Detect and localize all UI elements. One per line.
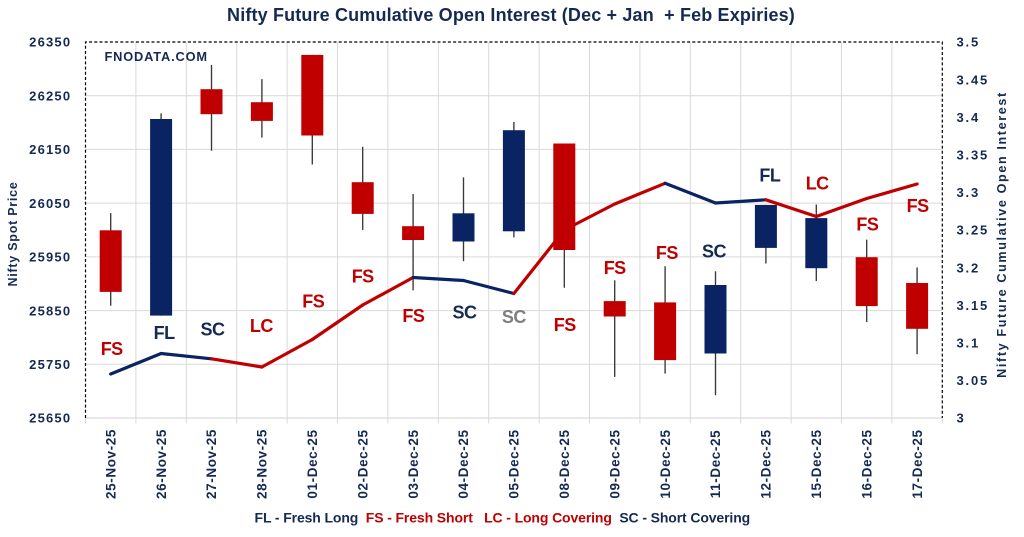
svg-text:25850: 25850 [29,303,71,318]
svg-text:02-Dec-25: 02-Dec-25 [355,429,370,498]
svg-text:SC: SC [702,242,727,262]
svg-text:SC: SC [200,320,225,340]
svg-text:FS: FS [101,339,123,359]
svg-text:10-Dec-25: 10-Dec-25 [658,429,673,498]
svg-text:FL: FL [759,166,780,186]
svg-text:3: 3 [957,411,966,426]
svg-text:FL: FL [154,323,175,343]
svg-text:3.3: 3.3 [957,185,980,200]
svg-text:09-Dec-25: 09-Dec-25 [607,429,622,498]
svg-text:08-Dec-25: 08-Dec-25 [557,429,572,498]
svg-text:27-Nov-25: 27-Nov-25 [204,429,219,499]
svg-text:FNODATA.COM: FNODATA.COM [105,49,208,64]
svg-text:3.1: 3.1 [957,336,980,351]
svg-text:FS: FS [352,267,374,287]
svg-text:25750: 25750 [29,357,71,372]
svg-text:03-Dec-25: 03-Dec-25 [406,429,421,498]
svg-text:28-Nov-25: 28-Nov-25 [255,429,270,499]
svg-text:FL - Fresh Long FS - Fresh Sh: FL - Fresh Long FS - Fresh Short LC - Lo… [255,510,751,526]
svg-text:26350: 26350 [29,35,71,50]
svg-text:12-Dec-25: 12-Dec-25 [759,429,774,498]
svg-text:3.15: 3.15 [957,298,990,313]
svg-text:26150: 26150 [29,142,71,157]
svg-text:FS: FS [856,215,878,235]
svg-text:04-Dec-25: 04-Dec-25 [456,429,471,498]
svg-text:3.05: 3.05 [957,373,990,388]
svg-text:25950: 25950 [29,250,71,265]
svg-text:SC: SC [502,307,527,327]
svg-text:3.45: 3.45 [957,72,990,87]
svg-text:Nifty Future Cumulative Open I: Nifty Future Cumulative Open Interest [995,91,1009,378]
svg-text:FS: FS [907,196,929,216]
svg-text:FS: FS [402,306,424,326]
svg-text:11-Dec-25: 11-Dec-25 [708,430,723,498]
svg-text:LC: LC [806,174,829,194]
svg-text:25650: 25650 [29,411,71,426]
svg-text:26050: 26050 [29,196,71,211]
svg-text:3.4: 3.4 [957,110,980,125]
svg-text:SC: SC [452,303,477,323]
svg-text:LC: LC [250,316,273,336]
svg-text:FS: FS [554,315,576,335]
svg-text:Nifty Spot Price: Nifty Spot Price [6,181,20,286]
svg-text:16-Dec-25: 16-Dec-25 [859,429,874,498]
svg-text:26-Nov-25: 26-Nov-25 [154,429,169,499]
svg-text:01-Dec-25: 01-Dec-25 [305,429,320,498]
svg-text:15-Dec-25: 15-Dec-25 [809,429,824,498]
svg-text:FS: FS [656,243,678,263]
svg-text:26250: 26250 [29,88,71,103]
svg-text:3.5: 3.5 [957,35,980,50]
svg-text:Nifty Future Cumulative Open I: Nifty Future Cumulative Open Interest (D… [227,5,795,25]
svg-text:17-Dec-25: 17-Dec-25 [910,429,925,498]
svg-text:05-Dec-25: 05-Dec-25 [507,429,522,498]
svg-text:3.25: 3.25 [957,223,990,238]
svg-text:3.2: 3.2 [957,260,980,275]
svg-text:25-Nov-25: 25-Nov-25 [103,429,118,499]
svg-text:3.35: 3.35 [957,148,990,163]
svg-text:FS: FS [604,258,626,278]
svg-text:FS: FS [302,292,324,312]
